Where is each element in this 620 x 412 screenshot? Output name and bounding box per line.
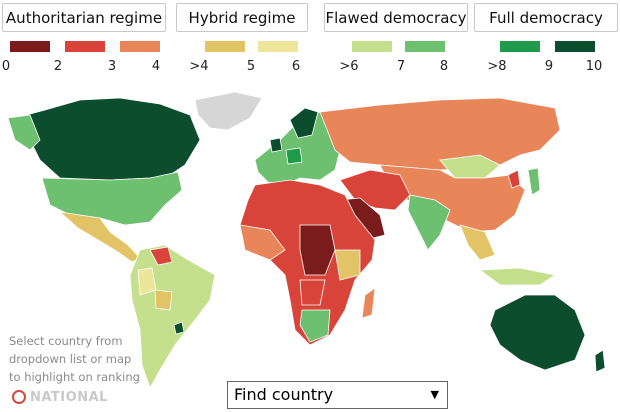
watermark-logo <box>12 390 26 404</box>
legend-swatch <box>405 41 445 52</box>
regime-button[interactable]: Full democracy <box>474 3 618 32</box>
note-line: dropdown list or map <box>9 352 132 366</box>
scale-label: 0 <box>2 59 10 74</box>
legend-swatch <box>10 41 50 52</box>
regime-button[interactable]: Authoritarian regime <box>2 3 166 32</box>
scale-label: 2 <box>54 59 62 74</box>
scale-label: 8 <box>440 59 448 74</box>
regime-button[interactable]: Hybrid regime <box>176 3 308 32</box>
legend-swatch <box>352 41 392 52</box>
watermark: NATIONAL <box>30 390 108 405</box>
note-line: Select country from <box>9 334 123 348</box>
dropdown-label: Find country <box>234 385 334 404</box>
scale-label: >4 <box>189 59 208 74</box>
legend-swatch <box>205 41 245 52</box>
legend-swatch <box>120 41 160 52</box>
legend-swatch <box>65 41 105 52</box>
legend-swatch <box>500 41 540 52</box>
note-line: to highlight on ranking <box>9 370 140 384</box>
legend-swatch <box>555 41 595 52</box>
scale-label: 9 <box>545 59 553 74</box>
scale-label: 7 <box>397 59 405 74</box>
country-dropdown[interactable]: Find country ▼ <box>227 381 448 409</box>
legend-swatch <box>258 41 298 52</box>
scale-label: 6 <box>292 59 300 74</box>
dropdown-arrow: ▼ <box>430 388 439 401</box>
regime-button[interactable]: Flawed democracy <box>324 3 468 32</box>
scale-label: 4 <box>152 59 160 74</box>
world-map[interactable] <box>7 91 606 389</box>
scale-label: >8 <box>487 59 506 74</box>
scale-label: 10 <box>586 59 603 74</box>
scale-label: 5 <box>247 59 255 74</box>
scale-label: 3 <box>108 59 116 74</box>
scale-label: >6 <box>339 59 358 74</box>
